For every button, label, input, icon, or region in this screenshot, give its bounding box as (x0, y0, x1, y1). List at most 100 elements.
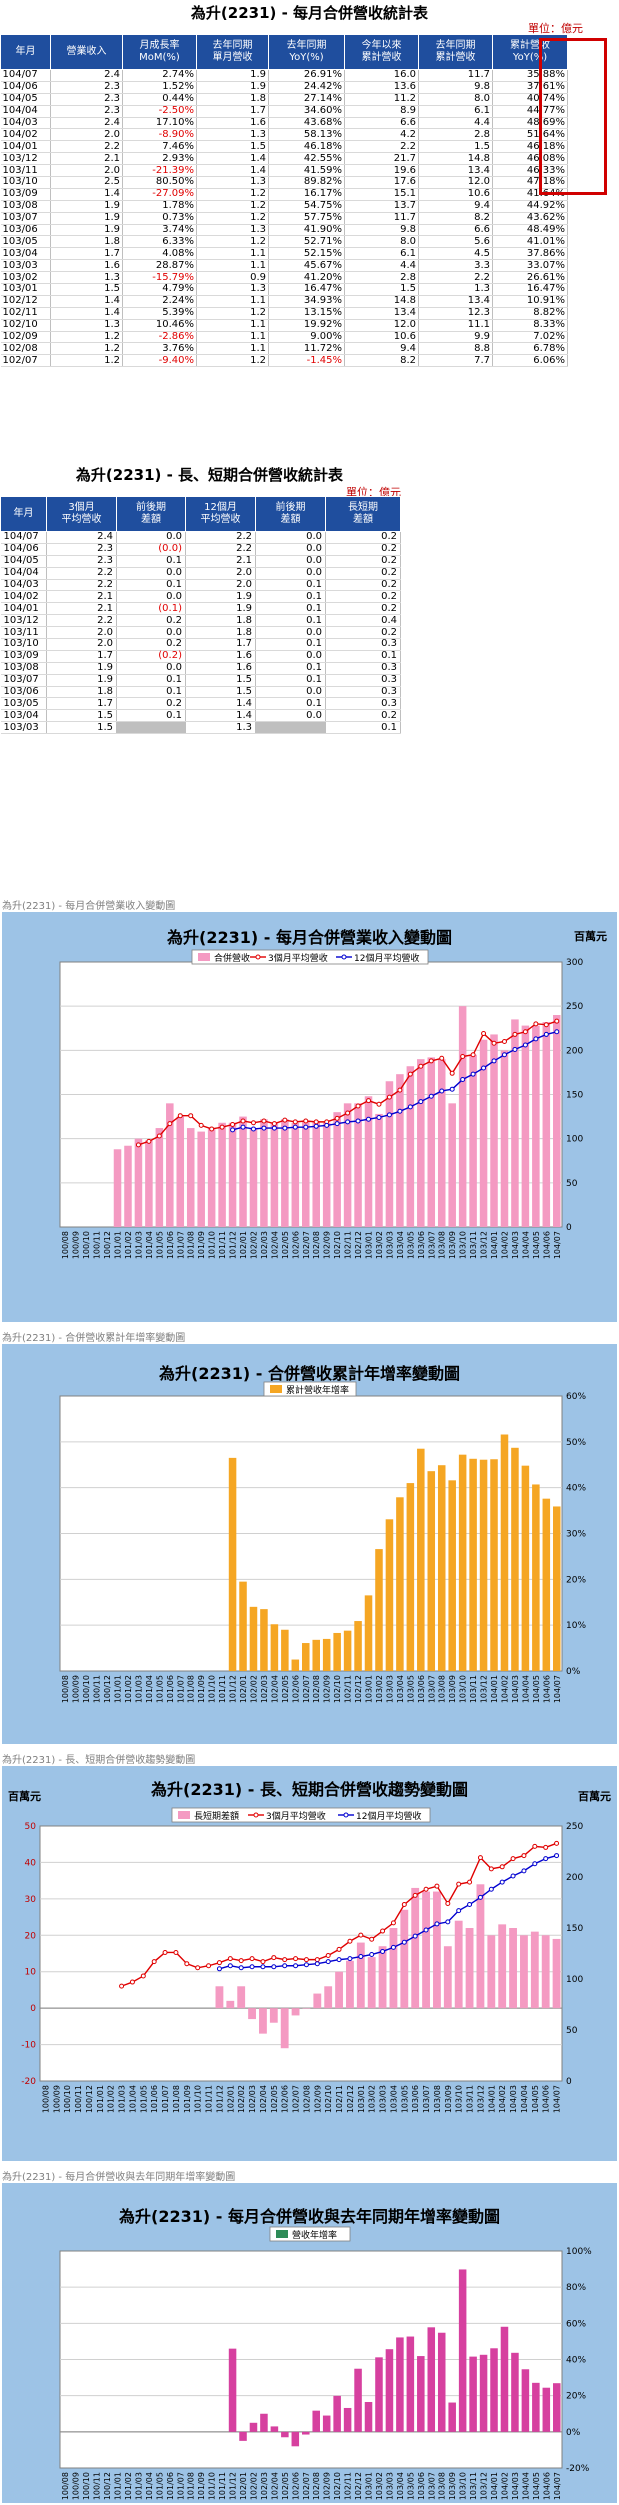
bar (521, 1465, 530, 1671)
x-tick-label: 100/12 (103, 1675, 112, 1703)
monthly-revenue-row: 103/03 1.6 28.87% 1.1 45.67% 4.4 3.3 33.07% (0, 259, 568, 273)
chart3-panel: 為升(2231) - 長、短期合併營收趨勢變動圖 百萬元 百萬元 -20 -10 0… (2, 1766, 617, 2161)
x-tick-label: 103/01 (357, 2085, 366, 2113)
legend-label: 合併營收 (214, 952, 250, 964)
x-tick-label: 100/10 (63, 2085, 72, 2113)
long-short-cell: 1.9 (46, 662, 117, 675)
bar (433, 1891, 441, 2009)
avg12-point (543, 1856, 549, 1862)
x-tick-label: 104/05 (531, 2085, 540, 2113)
bar (249, 1606, 258, 1671)
legend-label: 3個月平均營收 (266, 1810, 326, 1822)
monthly-revenue-cell: 28.87% (122, 259, 197, 273)
avg3-point (260, 1959, 266, 1965)
monthly-revenue-cell: 9.8 (344, 224, 419, 237)
long-short-cell: 0.0 (255, 531, 326, 544)
bar (270, 2426, 279, 2432)
avg12-point (271, 1125, 277, 1131)
bar (291, 1122, 300, 1227)
long-short-cell: 0.3 (325, 686, 401, 699)
x-tick-label: 102/06 (291, 2472, 300, 2500)
avg12-point (434, 1921, 440, 1927)
long-short-cell: 0.1 (325, 650, 401, 663)
x-tick-label: 104/04 (521, 1675, 530, 1703)
avg12-point (303, 1962, 309, 1968)
x-tick-label: 104/06 (542, 2472, 551, 2500)
x-tick-label: 102/06 (291, 1231, 300, 1259)
monthly-revenue-cell: 103/03 (0, 259, 51, 273)
avg12-point (334, 1121, 340, 1127)
monthly-revenue-cell: 103/01 (0, 283, 51, 296)
bar (364, 1096, 373, 1227)
avg3-point (445, 1901, 451, 1907)
long-short-cell: 1.7 (185, 638, 256, 651)
monthly-revenue-cell: 2.8 (418, 128, 493, 142)
bar (248, 2008, 256, 2020)
monthly-revenue-cell: -1.45% (268, 354, 345, 368)
avg3-point (271, 1121, 277, 1127)
monthly-revenue-cell: 16.47% (268, 283, 345, 296)
monthly-revenue-cell: 2.74% (122, 69, 197, 82)
long-short-row: 104/03 2.2 0.1 2.0 0.1 0.2 (0, 579, 401, 592)
x-tick-label: 103/08 (433, 2085, 442, 2113)
long-short-cell: 1.5 (46, 721, 117, 735)
bar (427, 1471, 436, 1671)
monthly-revenue-cell: 103/02 (0, 271, 51, 285)
x-tick-label: 101/10 (208, 2472, 217, 2500)
x-tick-label: 102/11 (344, 2472, 353, 2500)
long-short-cell: 103/04 (0, 709, 47, 723)
x-tick-label: 103/08 (438, 1675, 447, 1703)
bar (280, 2008, 289, 2049)
avg3-point (209, 1126, 215, 1132)
long-short-cell: 103/08 (0, 662, 47, 675)
monthly-revenue-cell: 48.49% (492, 224, 568, 237)
avg3-point (135, 1142, 141, 1148)
long-short-cell: 1.6 (185, 662, 256, 675)
avg3-point (334, 1115, 340, 1121)
monthly-revenue-cell: 11.7 (344, 212, 419, 225)
avg3-point (314, 1957, 320, 1963)
long-short-cell: 104/01 (0, 602, 47, 616)
monthly-revenue-cell: 0.44% (122, 93, 197, 106)
long-short-cell: 0.0 (116, 590, 186, 604)
bar (454, 1920, 463, 2009)
long-short-row: 104/02 2.1 0.0 1.9 0.1 0.2 (0, 590, 401, 604)
monthly-revenue-cell: 7.02% (492, 331, 568, 344)
monthly-revenue-cell: 1.3 (418, 283, 493, 296)
monthly-revenue-cell: 6.1 (418, 105, 493, 118)
avg12-point (418, 1099, 424, 1105)
avg12-point (532, 1861, 538, 1867)
avg3-point (532, 1843, 538, 1849)
avg12-point (227, 1963, 233, 1969)
monthly-revenue-cell: 6.33% (122, 235, 197, 249)
x-tick-label: 100/08 (61, 2472, 70, 2500)
bar (427, 2327, 436, 2432)
avg3-point (369, 1936, 375, 1942)
long-short-table: 年月 3個月 平均營收 前後期 差額 12個月 平均營收 前後期 差額 長短期 差額 104/07 2… (0, 496, 401, 735)
legend-swatch (198, 953, 210, 961)
long-short-cell: 0.3 (325, 674, 401, 687)
bar (443, 1946, 452, 2009)
avg12-point (240, 1124, 246, 1130)
monthly-revenue-cell: 1.2 (196, 354, 269, 368)
long-short-row: 103/10 2.0 0.2 1.7 0.1 0.3 (0, 638, 401, 651)
bar (354, 1621, 362, 1671)
x-tick-label: 102/08 (302, 2085, 311, 2113)
x-tick-label: 101/09 (197, 1675, 206, 1703)
long-short-cell: 0.1 (255, 697, 326, 711)
x-tick-label: 101/10 (208, 1231, 217, 1259)
long-short-cell: 0.2 (116, 614, 186, 628)
x-tick-label: 101/06 (166, 1675, 175, 1703)
avg3-point (249, 1956, 255, 1962)
avg3-point (271, 1955, 277, 1961)
monthly-revenue-cell: 2.2 (50, 140, 123, 154)
monthly-revenue-cell: 14.8 (344, 295, 419, 308)
bar (476, 1884, 485, 2009)
chart2-caption: 為升(2231) - 合併營收累計年增率變動圖 (2, 1333, 186, 1344)
x-tick-label: 102/07 (302, 1231, 311, 1259)
monthly-revenue-cell: 13.7 (344, 200, 419, 213)
monthly-revenue-cell: 2.4 (50, 69, 123, 82)
x-tick-label: 103/03 (379, 2085, 388, 2113)
x-tick-label: 102/03 (260, 1231, 269, 1259)
avg3-point (345, 1110, 351, 1116)
